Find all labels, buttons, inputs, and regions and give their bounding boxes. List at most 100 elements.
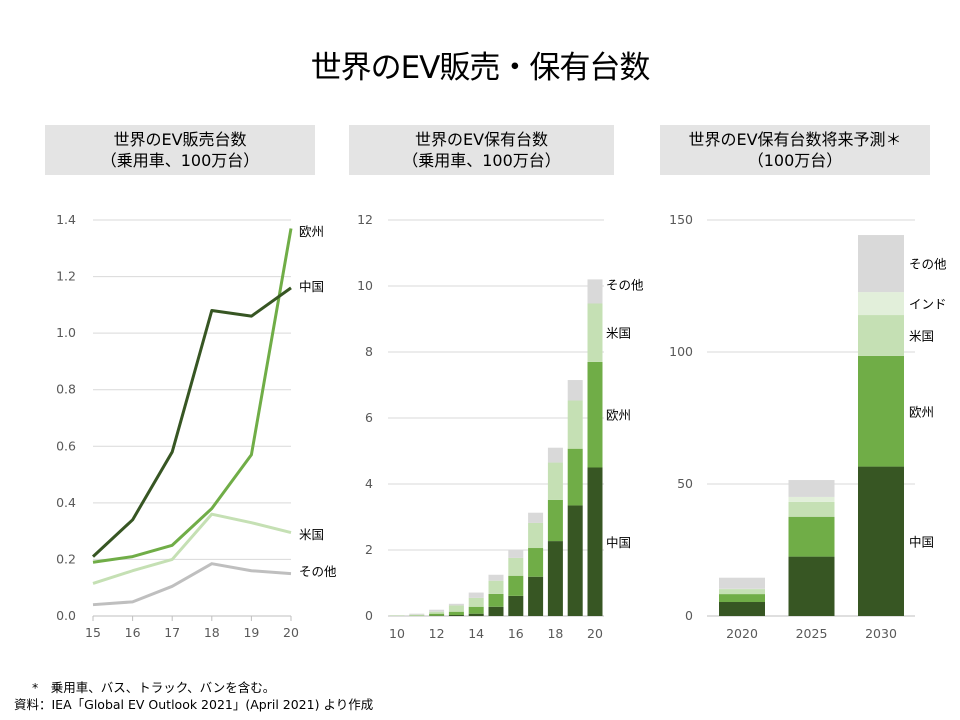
x-tick-label: 16: [125, 625, 141, 640]
bar-segment-米国: [858, 315, 904, 356]
bar-segment-米国: [488, 580, 504, 594]
series-label: 米国: [606, 326, 631, 341]
y-tick-label: 0.6: [56, 438, 76, 453]
series-label: 欧州: [909, 404, 934, 419]
series-line-中国: [91, 286, 292, 558]
bar-segment-欧州: [587, 361, 603, 468]
y-tick-label: 1.4: [56, 212, 76, 227]
series-label: その他: [606, 277, 644, 292]
bar-segment-中国: [547, 541, 563, 616]
bar-segment-米国: [468, 597, 484, 607]
bar-segment-欧州: [468, 606, 484, 614]
bar-segment-中国: [448, 615, 464, 616]
bar-segment-その他: [508, 550, 524, 558]
panel-title-line2: （100万台）: [747, 151, 843, 170]
x-tick-label: 18: [204, 625, 220, 640]
bar-segment-米国: [508, 557, 524, 576]
panel-title-forecast: 世界のEV保有台数将来予測＊ （100万台）: [660, 125, 930, 175]
bar-segment-米国: [719, 589, 765, 595]
bar-segment-欧州: [429, 613, 445, 616]
y-tick-label: 10: [357, 278, 373, 293]
bar-segment-欧州: [547, 499, 563, 542]
bar-segment-米国: [567, 400, 583, 449]
x-tick-label: 2025: [796, 626, 828, 641]
panel-title-line1: 世界のEV保有台数将来予測＊: [688, 130, 902, 149]
bar-segment-その他: [429, 609, 445, 612]
bar-segment-中国: [858, 466, 904, 616]
x-tick-label: 19: [243, 625, 259, 640]
bar-segment-中国: [508, 595, 524, 616]
series-label: 欧州: [299, 224, 324, 239]
bar-segment-欧州: [858, 355, 904, 467]
panel-title-line1: 世界のEV保有台数: [414, 130, 549, 149]
series-label: 欧州: [606, 408, 631, 423]
bar-segment-その他: [448, 603, 464, 606]
bar-segment-中国: [468, 613, 484, 616]
series-label: 中国: [909, 534, 934, 549]
y-tick-label: 0.0: [56, 608, 76, 623]
series-line-米国: [92, 512, 292, 585]
bar-segment-中国: [719, 602, 765, 616]
series-label: その他: [299, 564, 337, 579]
bar-segment-その他: [488, 574, 504, 581]
bar-segment-欧州: [528, 548, 544, 577]
x-tick-label: 20: [283, 625, 299, 640]
y-tick-label: 4: [365, 476, 373, 491]
x-tick-label: 16: [508, 626, 524, 641]
y-tick-label: 50: [677, 476, 693, 491]
y-tick-label: 1.0: [56, 325, 76, 340]
bar-segment-欧州: [448, 611, 464, 616]
series-line-その他: [92, 562, 292, 607]
bar-segment-米国: [587, 303, 603, 362]
bar-segment-米国: [389, 615, 405, 616]
panel-title-stock: 世界のEV保有台数 （乗用車、100万台）: [349, 125, 614, 175]
bar-segment-米国: [409, 614, 425, 616]
x-tick-label: 12: [429, 626, 445, 641]
bar-segment-米国: [448, 605, 464, 612]
bar-segment-中国: [528, 576, 544, 616]
series-label: 中国: [299, 279, 324, 294]
y-tick-label: 0: [685, 608, 693, 623]
x-tick-label: 18: [547, 626, 563, 641]
y-tick-label: 1.2: [56, 269, 76, 284]
panel-title-line1: 世界のEV販売台数: [113, 130, 247, 149]
series-label: 米国: [909, 329, 934, 344]
panel-title-line2: （乗用車、100万台）: [100, 151, 260, 170]
bar-segment-その他: [547, 447, 563, 463]
series-label: 中国: [606, 535, 631, 550]
bar-segment-その他: [567, 380, 583, 401]
y-tick-label: 0.4: [56, 495, 76, 510]
bar-segment-その他: [719, 577, 765, 589]
bar-segment-中国: [587, 467, 603, 616]
series-label: 米国: [299, 527, 324, 542]
bar-segment-欧州: [719, 594, 765, 603]
y-tick-label: 0.2: [56, 551, 76, 566]
bar-segment-欧州: [488, 593, 504, 607]
bar-segment-欧州: [788, 516, 835, 557]
page-title: 世界のEV販売・保有台数: [310, 50, 651, 86]
bar-segment-その他: [409, 613, 425, 615]
bar-segment-その他: [528, 512, 544, 523]
x-tick-label: 20: [587, 626, 603, 641]
footnote: * 乗用車、バス、トラック、バンを含む。: [32, 680, 276, 695]
series-line-欧州: [92, 228, 293, 564]
bar-segment-欧州: [508, 575, 524, 596]
bar-segment-中国: [788, 556, 835, 616]
x-tick-label: 17: [164, 625, 180, 640]
source-note: 資料：IEA「Global EV Outlook 2021」(April 202…: [14, 697, 374, 712]
bar-segment-インド: [858, 292, 904, 316]
x-tick-label: 15: [85, 625, 101, 640]
x-tick-label: 2030: [865, 626, 897, 641]
y-tick-label: 150: [669, 212, 693, 227]
series-label: その他: [909, 257, 947, 272]
bar-segment-その他: [788, 480, 835, 497]
bar-segment-米国: [429, 611, 445, 614]
y-tick-label: 100: [669, 344, 693, 359]
bar-segment-米国: [528, 522, 544, 549]
y-tick-label: 0.8: [56, 382, 76, 397]
panel-title-line2: （乗用車、100万台）: [402, 151, 561, 170]
bar-segment-その他: [858, 235, 904, 293]
y-tick-label: 2: [365, 542, 373, 557]
bar-segment-中国: [488, 606, 504, 616]
